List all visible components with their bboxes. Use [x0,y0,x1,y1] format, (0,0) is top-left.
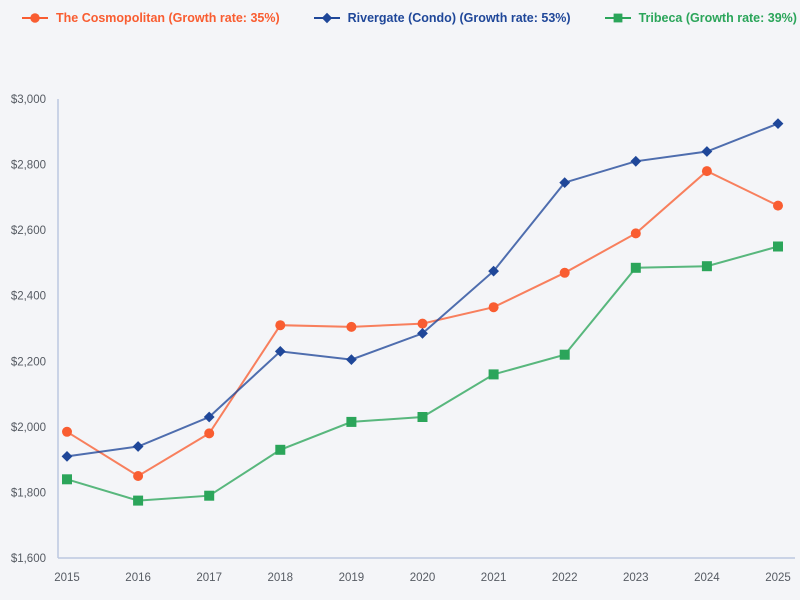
data-point[interactable] [132,441,144,452]
series-line-1 [66,122,779,458]
x-tick-label: 2023 [623,572,649,584]
diamond-marker-icon [313,12,340,24]
data-point[interactable] [274,346,286,357]
data-point[interactable] [204,490,215,501]
data-point[interactable] [417,328,428,339]
legend-label-cosmopolitan: The Cosmopolitan (Growth rate: 35%) [56,11,280,25]
y-tick-label: $2,000 [11,422,46,434]
data-point[interactable] [346,416,357,427]
data-point[interactable] [133,471,144,481]
x-tick-label: 2021 [481,572,507,584]
data-point[interactable] [559,177,571,188]
data-point[interactable] [275,444,286,455]
data-point[interactable] [417,318,428,329]
x-tick-label: 2022 [552,572,578,584]
y-tick-label: $2,600 [11,225,46,237]
legend-item-tribeca[interactable]: Tribeca (Growth rate: 39%) [604,11,797,25]
y-tick-label: $3,000 [11,94,46,106]
data-point[interactable] [701,146,713,157]
x-tick-label: 2019 [339,572,365,584]
data-point[interactable] [417,412,428,422]
data-point[interactable] [133,495,144,506]
x-tick-label: 2025 [765,572,791,584]
x-tick-label: 2016 [125,572,151,584]
data-point[interactable] [203,411,215,423]
data-point[interactable] [275,320,286,331]
data-point[interactable] [773,200,783,211]
legend-label-rivergate: Rivergate (Condo) (Growth rate: 53%) [347,11,571,25]
data-point[interactable] [62,474,72,485]
data-point[interactable] [772,118,784,129]
data-point[interactable] [701,166,712,177]
data-point[interactable] [630,262,641,273]
series-line-2 [66,245,779,502]
legend-item-cosmopolitan[interactable]: The Cosmopolitan (Growth rate: 35%) [22,11,280,25]
y-tick-label: $2,800 [11,160,46,172]
x-tick-label: 2024 [694,572,720,584]
data-point[interactable] [346,354,357,365]
data-point[interactable] [62,426,72,437]
legend-item-rivergate[interactable]: Rivergate (Condo) (Growth rate: 53%) [313,11,571,25]
data-point[interactable] [701,261,712,272]
x-tick-label: 2017 [196,572,222,584]
data-point[interactable] [773,241,783,252]
data-point[interactable] [630,155,642,167]
data-point[interactable] [488,265,499,277]
y-tick-label: $1,800 [11,487,46,499]
data-point[interactable] [488,302,499,313]
data-point[interactable] [488,369,499,380]
data-point[interactable] [204,428,215,439]
data-point[interactable] [559,349,570,360]
circle-marker-icon [22,13,48,23]
x-tick-label: 2020 [410,572,436,584]
y-tick-label: $2,400 [11,291,46,303]
legend-label-tribeca: Tribeca (Growth rate: 39%) [638,11,797,25]
y-tick-label: $2,200 [11,356,46,368]
data-point[interactable] [346,321,357,332]
chart-legend: The Cosmopolitan (Growth rate: 35%) Rive… [22,11,797,25]
x-tick-label: 2015 [54,572,80,584]
data-point[interactable] [630,228,641,239]
data-point[interactable] [61,451,73,462]
x-tick-label: 2018 [268,572,294,584]
y-tick-label: $1,600 [11,553,46,565]
data-point[interactable] [559,267,570,278]
square-marker-icon [604,13,631,23]
